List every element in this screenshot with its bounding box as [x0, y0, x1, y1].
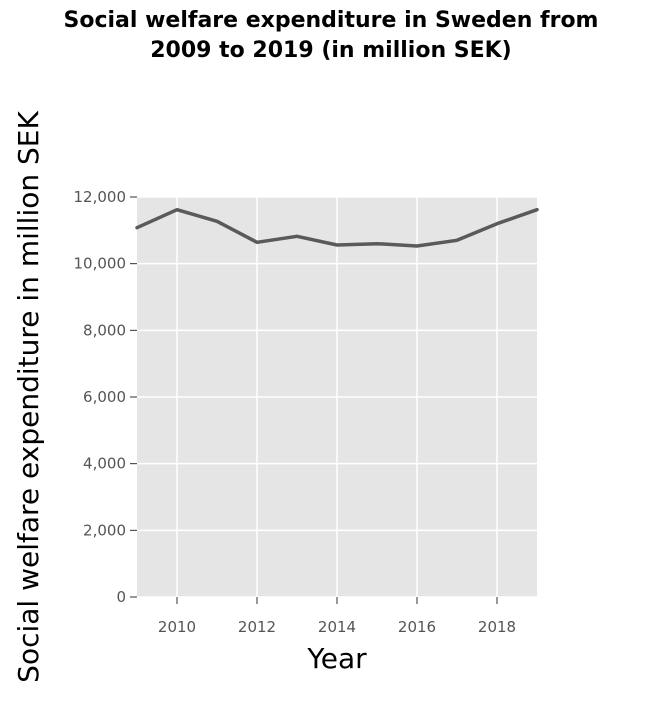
x-tick-label: 2018 [478, 618, 516, 636]
x-tick-label: 2014 [318, 618, 356, 636]
data-point [536, 208, 539, 211]
data-point [496, 222, 499, 225]
y-tick-label: 6,000 [83, 388, 126, 406]
x-tick-label: 2012 [238, 618, 276, 636]
data-point [216, 220, 219, 223]
y-tick-label: 8,000 [83, 321, 126, 339]
data-point [456, 239, 459, 242]
y-tick-label: 2,000 [83, 521, 126, 539]
data-point [336, 244, 339, 247]
data-point [416, 245, 419, 248]
series-line [135, 207, 539, 248]
data-point [296, 235, 299, 238]
y-tick-label: 12,000 [74, 188, 127, 206]
chart-title: Social welfare expenditure in Sweden fro… [63, 8, 599, 63]
y-tick-label: 10,000 [74, 255, 127, 273]
y-axis-title: Social welfare expenditure in million SE… [12, 111, 45, 683]
x-tick-label: 2010 [158, 618, 196, 636]
data-point [176, 208, 179, 211]
x-axis-title: Year [306, 642, 367, 675]
data-point [256, 241, 259, 244]
y-tick-label: 0 [116, 588, 126, 606]
y-tick-label: 4,000 [83, 455, 126, 473]
x-tick-label: 2016 [398, 618, 436, 636]
data-point [376, 242, 379, 245]
data-point [136, 226, 139, 229]
